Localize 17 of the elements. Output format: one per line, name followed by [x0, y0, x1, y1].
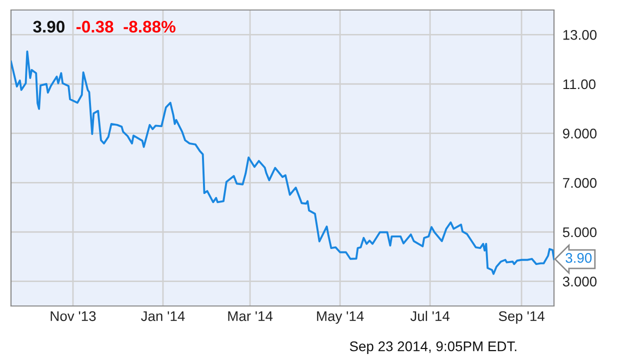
line-series	[11, 50, 554, 275]
y-tick-label: 13.00	[563, 30, 597, 40]
y-tick-label: 5.000	[562, 227, 597, 238]
x-tick-label: Mar '14	[228, 311, 273, 322]
text: 3.90	[33, 20, 64, 33]
x-tick-label: May '14	[317, 311, 364, 324]
y-tick-label: 9.000	[562, 128, 597, 139]
y-tick-label: 3.000	[562, 276, 597, 287]
y-tick-label: 11.00	[563, 79, 596, 90]
x-tick-label: Nov '13	[50, 311, 96, 322]
x-tick-label: Sep '14	[498, 311, 544, 324]
y-tick-label: 7.000	[563, 178, 597, 188]
text: Sep 23 2014, 9:05PM EDT.	[350, 341, 516, 354]
x-tick-label: Jan '14	[141, 311, 185, 322]
x-tick-label: Jul '14	[410, 310, 450, 322]
annotation: 3.90	[566, 253, 592, 263]
text: -0.38 -8.88%	[76, 20, 176, 33]
